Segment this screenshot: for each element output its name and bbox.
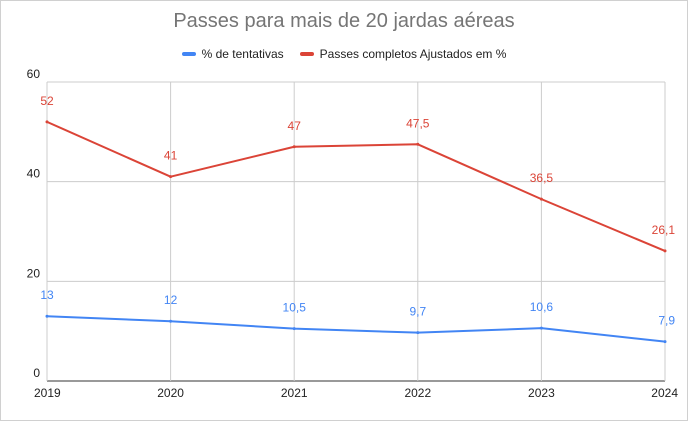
data-label-tentativas-2020: 12 — [164, 293, 178, 307]
data-label-passes-completos-2023: 36,5 — [530, 171, 554, 185]
data-label-tentativas-2024: 7,9 — [658, 314, 675, 328]
legend-item-tentativas[interactable]: % de tentativas — [181, 47, 284, 61]
y-tick-label-40: 40 — [27, 167, 41, 181]
x-tick-label-2021: 2021 — [281, 386, 308, 400]
data-point-passes-completos-2020 — [169, 175, 173, 179]
y-tick-label-20: 20 — [27, 266, 41, 280]
data-point-passes-completos-2024 — [663, 249, 667, 253]
legend-label-passes-completos: Passes completos Ajustados em % — [319, 47, 507, 61]
data-label-tentativas-2023: 10,6 — [530, 300, 554, 314]
data-label-passes-completos-2021: 47 — [288, 119, 302, 133]
data-point-tentativas-2021 — [292, 327, 296, 331]
legend-swatch-passes-completos — [299, 52, 314, 56]
legend-swatch-tentativas — [181, 52, 196, 56]
series-line-tentativas — [46, 315, 666, 343]
data-point-tentativas-2024 — [663, 340, 667, 344]
legend-label-tentativas: % de tentativas — [201, 47, 284, 61]
data-label-tentativas-2021: 10,5 — [283, 301, 307, 315]
x-tick-label-2020: 2020 — [157, 386, 184, 400]
data-point-tentativas-2019 — [45, 314, 49, 318]
x-tick-label-2024: 2024 — [651, 386, 678, 400]
data-point-passes-completos-2019 — [45, 120, 49, 124]
data-label-passes-completos-2022: 47,5 — [406, 116, 430, 130]
chart-title: Passes para mais de 20 jardas aéreas — [173, 10, 515, 32]
data-point-tentativas-2023 — [539, 326, 543, 330]
chart-legend: % de tentativas Passes completos Ajustad… — [0, 47, 688, 61]
data-label-passes-completos-2020: 41 — [164, 149, 178, 163]
y-tick-label-60: 60 — [27, 67, 41, 81]
data-label-passes-completos-2019: 52 — [40, 94, 54, 108]
data-point-passes-completos-2022 — [416, 142, 420, 146]
x-tick-label-2022: 2022 — [404, 386, 431, 400]
series-line-passes-completos — [46, 120, 666, 252]
data-point-tentativas-2020 — [169, 319, 173, 323]
data-point-tentativas-2022 — [416, 331, 420, 335]
data-label-tentativas-2019: 13 — [40, 288, 54, 302]
x-tick-label-2023: 2023 — [528, 386, 555, 400]
legend-item-passes-completos[interactable]: Passes completos Ajustados em % — [299, 47, 507, 61]
x-tick-label-2019: 2019 — [34, 386, 61, 400]
data-point-passes-completos-2021 — [292, 145, 296, 149]
data-label-tentativas-2022: 9,7 — [409, 305, 426, 319]
y-tick-label-0: 0 — [33, 366, 40, 380]
data-point-passes-completos-2023 — [539, 197, 543, 201]
data-label-passes-completos-2024: 26,1 — [652, 223, 676, 237]
